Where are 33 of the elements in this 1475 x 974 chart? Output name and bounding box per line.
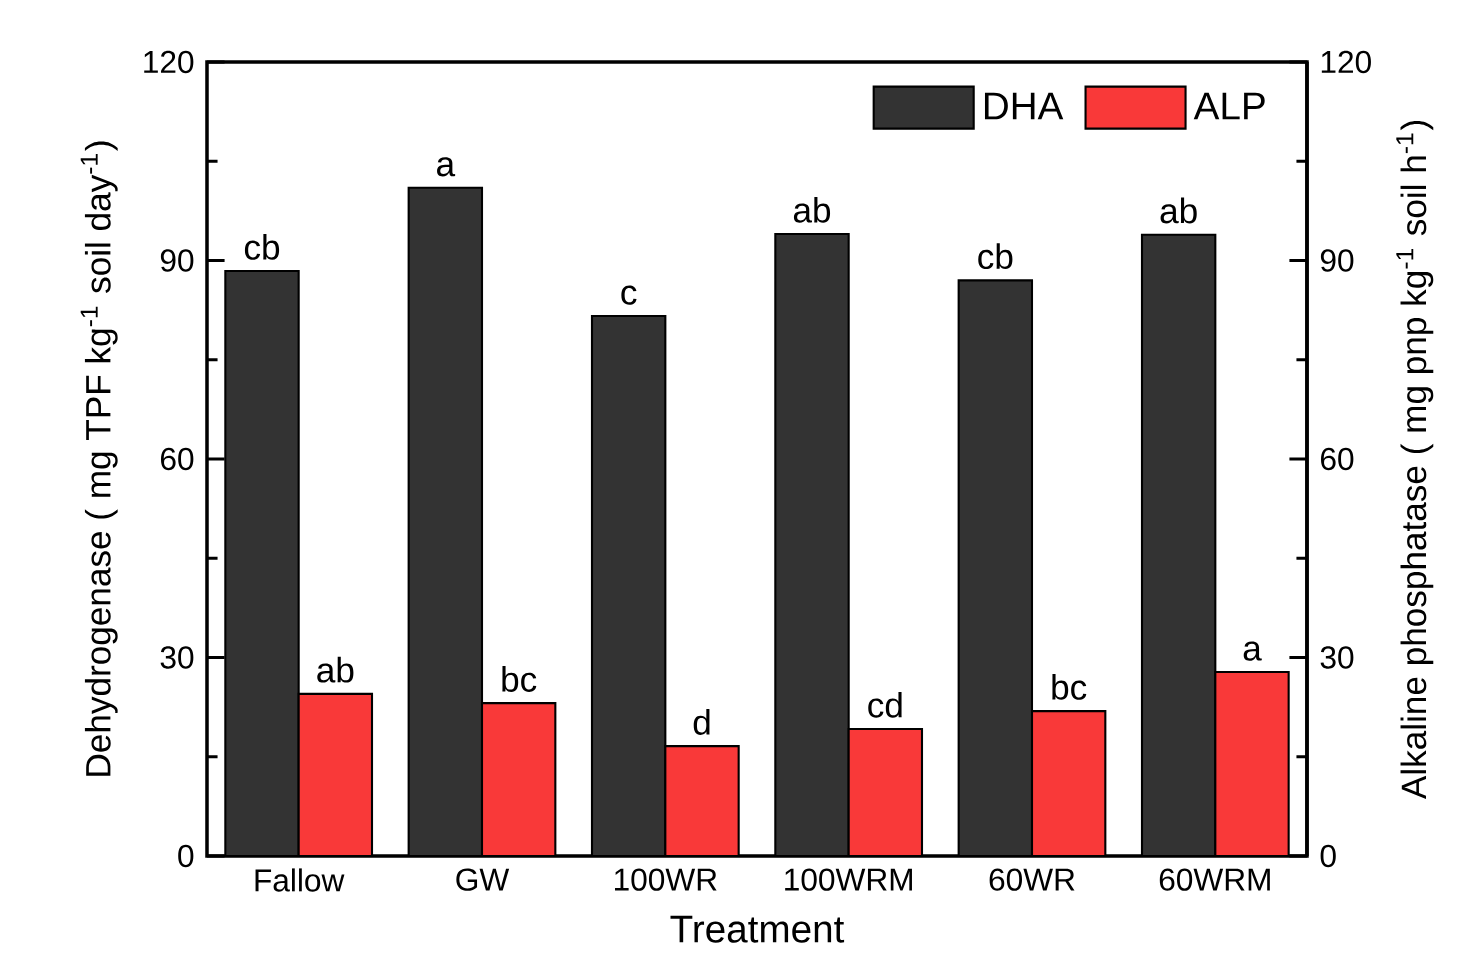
x-tick-label: GW	[456, 868, 510, 891]
y-tick-label: 120	[144, 50, 194, 74]
annotation: cb	[244, 234, 280, 260]
y-tick-label: 0	[178, 844, 194, 868]
y-tick-label: 30	[160, 646, 194, 669]
annotation: cd	[868, 691, 902, 718]
y2-tick-label: 120	[1321, 50, 1371, 74]
x-axis-title: Treatment	[670, 915, 845, 943]
x-tick-label: Fallow	[255, 868, 345, 892]
annotation: a	[437, 157, 456, 177]
x-tick-label: 100WRM	[785, 868, 912, 891]
annotation: a	[1243, 641, 1262, 661]
y-axis-title: Dehydrogenase ( mg TPF kg$^{-1}$ soil day$^{-1}$)	[80, 141, 118, 776]
annotation: cb	[978, 243, 1013, 270]
annotation: ab	[1160, 197, 1197, 224]
annotation: ab	[317, 656, 354, 683]
annotation: bc	[502, 666, 537, 692]
annotation: d	[693, 709, 710, 735]
y2-tick-label: 60	[1321, 447, 1354, 471]
legend-label: ALP	[1193, 92, 1265, 120]
y2-axis-title: Alkaline phosphatase ( mg pnp kg$^{-1}$ soil h$^{-1}$)	[1396, 121, 1434, 800]
y2-tick-label: 90	[1320, 249, 1354, 272]
legend-label: DHA	[984, 92, 1064, 120]
y2-tick-label: 0	[1320, 844, 1336, 868]
annotation: bc	[1052, 674, 1087, 700]
annotation: c	[621, 285, 637, 305]
y-tick-label: 90	[160, 249, 194, 272]
y2-tick-label: 30	[1320, 646, 1354, 669]
x-tick-label: 100WR	[615, 868, 717, 891]
x-tick-label: 60WRM	[1159, 868, 1270, 891]
annotation: ab	[793, 196, 831, 223]
y-tick-label: 60	[161, 447, 194, 471]
x-tick-label: 60WR	[989, 868, 1075, 891]
